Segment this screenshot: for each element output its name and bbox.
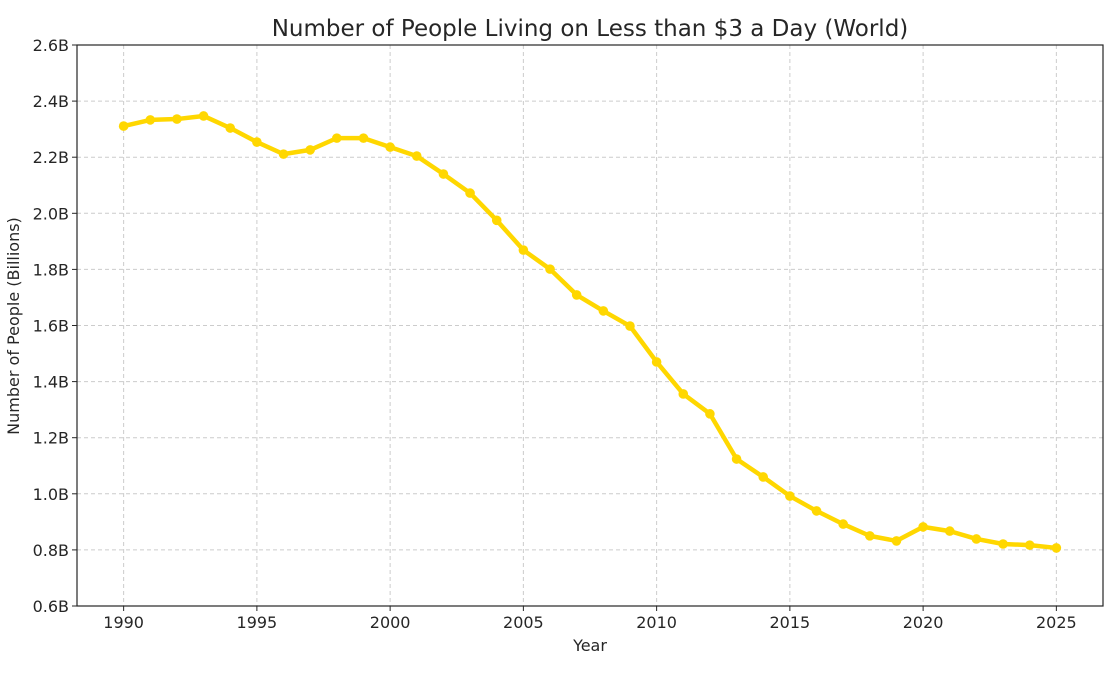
y-tick-label: 0.6B <box>33 597 69 616</box>
data-point <box>891 536 902 546</box>
data-point <box>838 519 848 529</box>
data-line <box>123 113 1057 551</box>
data-point <box>145 115 156 125</box>
x-axis-label: Year <box>572 636 607 655</box>
data-point <box>172 114 182 124</box>
data-point <box>545 264 555 274</box>
y-tick-label: 2.0B <box>33 204 69 223</box>
data-point <box>252 137 262 147</box>
data-point <box>438 169 449 179</box>
x-tick-label: 2020 <box>903 613 944 632</box>
x-tick-label: 2010 <box>636 613 677 632</box>
x-tick-label: 2025 <box>1036 613 1077 632</box>
data-point <box>118 121 129 131</box>
data-point <box>518 245 529 255</box>
data-point <box>598 306 609 316</box>
y-tick-label: 1.4B <box>33 373 69 392</box>
data-point <box>811 506 822 516</box>
y-tick-label: 0.8B <box>33 541 69 560</box>
series-line <box>118 111 1062 553</box>
data-point <box>278 149 289 159</box>
y-tick-label: 2.2B <box>33 148 69 167</box>
data-point <box>758 472 769 482</box>
y-tick-label: 1.0B <box>33 485 69 504</box>
data-point <box>305 145 315 155</box>
y-tick-label: 2.4B <box>33 92 69 111</box>
data-point <box>198 111 209 121</box>
data-point <box>358 133 369 143</box>
x-tick-label: 2015 <box>770 613 811 632</box>
y-tick-label: 1.6B <box>33 317 69 336</box>
data-point <box>678 389 689 399</box>
axes: 1990 1995 2000 2005 2010 2015 2020 2025 0.6B 0.8B… <box>33 36 1104 632</box>
data-point <box>1024 540 1035 550</box>
y-tick-label: 2.6B <box>33 36 69 55</box>
data-point <box>571 290 582 300</box>
data-point <box>731 454 742 464</box>
x-tick-label: 1995 <box>237 613 278 632</box>
data-point <box>705 409 715 419</box>
chart-title: Number of People Living on Less than $3 … <box>272 16 909 42</box>
x-tick-label: 2005 <box>503 613 544 632</box>
y-axis-label: Number of People (Billions) <box>4 217 23 435</box>
x-tick-label: 1990 <box>103 613 144 632</box>
data-point <box>865 531 875 541</box>
data-point <box>918 522 928 532</box>
data-point <box>625 321 635 331</box>
plot-frame <box>76 44 1104 607</box>
data-point <box>998 539 1008 549</box>
y-tick-label: 1.2B <box>33 429 69 448</box>
data-point <box>944 526 955 536</box>
data-point <box>385 142 395 152</box>
y-tick-label: 1.8B <box>33 260 69 279</box>
data-point <box>465 188 475 198</box>
data-point <box>411 151 422 161</box>
data-point <box>971 534 982 544</box>
data-point <box>651 357 662 367</box>
data-point <box>1051 543 1062 553</box>
x-tick-label: 2000 <box>370 613 411 632</box>
data-point <box>225 123 236 133</box>
data-point <box>491 215 502 226</box>
data-point <box>332 133 342 143</box>
data-point <box>785 491 795 501</box>
